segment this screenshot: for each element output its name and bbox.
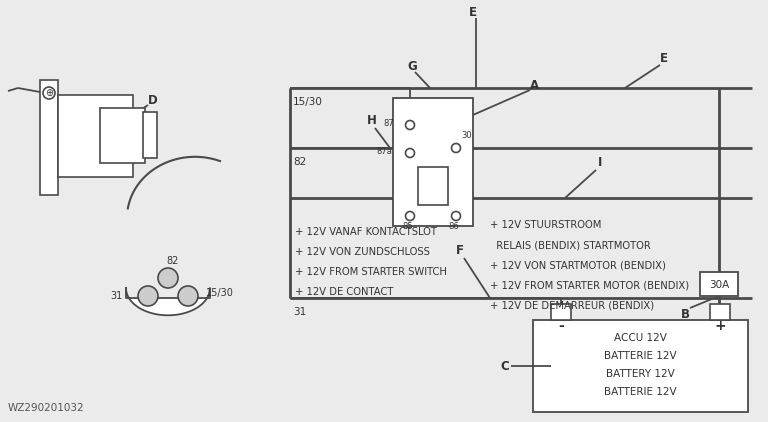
Text: BATTERIE 12V: BATTERIE 12V — [604, 387, 677, 397]
Text: + 12V DE CONTACT: + 12V DE CONTACT — [295, 287, 393, 297]
Circle shape — [158, 268, 178, 288]
Circle shape — [452, 211, 461, 221]
Text: 15/30: 15/30 — [293, 97, 323, 107]
Text: 87: 87 — [383, 119, 394, 127]
Text: + 12V VON ZUNDSCHLOSS: + 12V VON ZUNDSCHLOSS — [295, 247, 430, 257]
Circle shape — [178, 286, 198, 306]
Bar — [700, 272, 738, 296]
Text: B: B — [680, 308, 690, 322]
Text: + 12V FROM STARTER SWITCH: + 12V FROM STARTER SWITCH — [295, 267, 447, 277]
Text: BATTERIE 12V: BATTERIE 12V — [604, 351, 677, 361]
Text: RELAIS (BENDIX) STARTMOTOR: RELAIS (BENDIX) STARTMOTOR — [490, 240, 650, 250]
Bar — [143, 112, 157, 158]
Text: BATTERY 12V: BATTERY 12V — [606, 369, 675, 379]
Text: 15/30: 15/30 — [206, 288, 234, 298]
Text: E: E — [469, 5, 477, 19]
Bar — [100, 108, 145, 163]
Bar — [58, 95, 133, 177]
Text: 30: 30 — [461, 132, 472, 141]
Polygon shape — [126, 288, 210, 315]
Text: -: - — [558, 319, 564, 333]
Bar — [551, 304, 571, 320]
Circle shape — [406, 211, 415, 221]
Bar — [393, 98, 473, 226]
Text: + 12V FROM STARTER MOTOR (BENDIX): + 12V FROM STARTER MOTOR (BENDIX) — [490, 280, 689, 290]
Text: 30A: 30A — [709, 280, 729, 290]
Text: + 12V VANAF KONTACTSLOT: + 12V VANAF KONTACTSLOT — [295, 227, 437, 237]
Text: F: F — [456, 243, 464, 257]
Text: 31: 31 — [110, 291, 122, 301]
Bar — [533, 320, 748, 412]
Text: D: D — [148, 94, 158, 106]
Text: I: I — [598, 155, 602, 168]
Circle shape — [43, 87, 55, 99]
Text: + 12V VON STARTMOTOR (BENDIX): + 12V VON STARTMOTOR (BENDIX) — [490, 260, 666, 270]
Text: 85: 85 — [402, 222, 413, 230]
Text: WZ290201032: WZ290201032 — [8, 403, 84, 413]
Circle shape — [406, 121, 415, 130]
Text: + 12V STUURSTROOM: + 12V STUURSTROOM — [490, 220, 601, 230]
Bar — [418, 167, 448, 205]
Circle shape — [138, 286, 158, 306]
Text: E: E — [660, 51, 668, 65]
Text: 31: 31 — [293, 307, 306, 317]
Text: C: C — [501, 360, 509, 373]
Text: 87a: 87a — [376, 146, 392, 155]
Text: G: G — [407, 60, 417, 73]
Text: H: H — [367, 114, 377, 127]
Circle shape — [406, 149, 415, 157]
Bar — [710, 304, 730, 320]
Text: 86: 86 — [449, 222, 459, 230]
Text: +: + — [714, 319, 726, 333]
Bar — [40, 80, 58, 195]
Circle shape — [452, 143, 461, 152]
Text: ACCU 12V: ACCU 12V — [614, 333, 667, 343]
Text: + 12V DE DEMARREUR (BENDIX): + 12V DE DEMARREUR (BENDIX) — [490, 300, 654, 310]
Text: 82: 82 — [293, 157, 306, 167]
Text: 82: 82 — [167, 256, 179, 266]
Text: ⊕: ⊕ — [45, 88, 53, 98]
Text: A: A — [529, 78, 538, 92]
